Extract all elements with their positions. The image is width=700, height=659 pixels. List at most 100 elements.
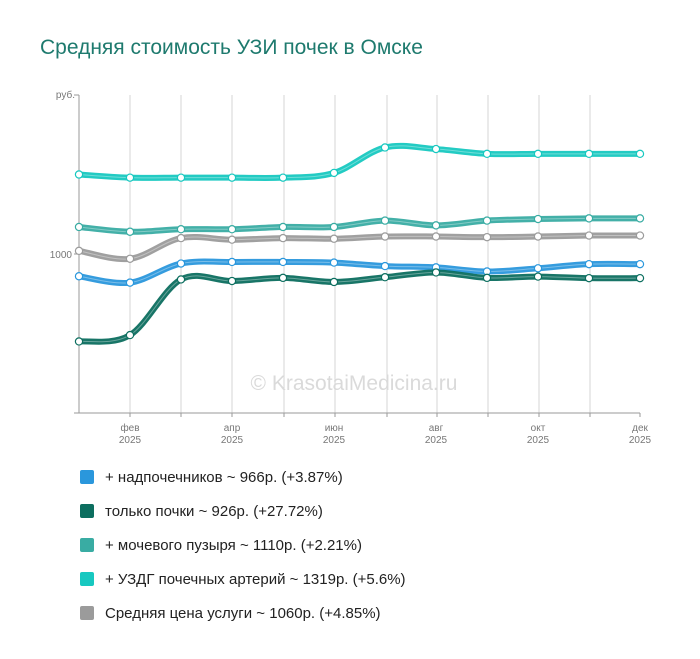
data-point: [482, 149, 492, 159]
data-point: [329, 258, 339, 267]
data-point: [74, 272, 84, 281]
data-point: [635, 231, 645, 240]
data-point: [584, 214, 594, 223]
data-point: [278, 222, 288, 232]
data-point: [431, 268, 441, 277]
data-point: [635, 273, 645, 283]
legend-label: Средняя цена услуги ~ 1060р. (+4.85%): [105, 604, 381, 622]
series-line: [76, 269, 643, 345]
data-point: [482, 232, 492, 242]
data-point: [329, 277, 339, 287]
data-point: [125, 254, 135, 263]
chart-title: Средняя стоимость УЗИ почек в Омске: [40, 36, 423, 59]
data-point: [176, 173, 186, 182]
series-line-highlight: [78, 217, 641, 233]
data-point: [533, 264, 543, 273]
x-tick-year-label: 2025: [323, 435, 346, 446]
legend-swatch: [80, 470, 94, 484]
axes: руб. 1000: [50, 89, 641, 417]
data-point: [533, 232, 543, 241]
x-tick-year-label: 2025: [527, 435, 550, 446]
watermark: © KrasotaiMedicina.ru: [251, 372, 458, 395]
data-point: [74, 222, 84, 232]
data-point: [533, 149, 543, 159]
legend-label: только почки ~ 926р. (+27.72%): [105, 502, 323, 520]
series-line: [76, 142, 643, 182]
legend-item: Средняя цена услуги ~ 1060р. (+4.85%): [80, 596, 406, 630]
series-line: [76, 258, 643, 286]
x-tick-label: авг: [429, 423, 444, 434]
x-tick-year-label: 2025: [629, 435, 652, 446]
data-point: [584, 273, 594, 283]
data-point: [329, 168, 339, 178]
data-point: [329, 222, 339, 232]
data-point: [584, 231, 594, 240]
x-tick-label: июн: [325, 423, 344, 434]
data-point: [533, 272, 543, 281]
data-point: [74, 170, 84, 179]
data-point: [482, 273, 492, 283]
series-line: [76, 232, 643, 263]
data-point: [533, 214, 543, 224]
data-point: [278, 233, 288, 243]
data-point: [176, 224, 186, 234]
series-line-highlight: [78, 145, 640, 179]
legend-item: + надпочечников ~ 966р. (+3.87%): [80, 460, 406, 494]
legend-label: + мочевого пузыря ~ 1110р. (+2.21%): [105, 536, 362, 554]
data-point: [431, 221, 441, 230]
legend-label: + УЗДГ почечных артерий ~ 1319р. (+5.6%): [105, 570, 406, 588]
data-point: [176, 233, 186, 243]
data-point: [380, 143, 390, 152]
y-axis-unit-label: руб.: [56, 89, 75, 101]
data-point: [635, 259, 645, 269]
data-point: [431, 232, 441, 241]
data-point: [125, 227, 135, 236]
x-tick-label: окт: [531, 423, 546, 434]
series-0: [74, 142, 645, 182]
data-point: [278, 173, 288, 182]
series-line-highlight: [78, 234, 641, 260]
legend-item: + УЗДГ почечных артерий ~ 1319р. (+5.6%): [80, 562, 406, 596]
data-point: [278, 273, 288, 283]
x-tick-year-label: 2025: [221, 435, 244, 446]
legend-swatch: [80, 538, 94, 552]
x-axis-labels: фев2025апр2025июн2025авг2025окт2025дек20…: [119, 422, 652, 446]
series-line-highlight: [78, 261, 641, 284]
data-point: [380, 216, 390, 225]
x-tick-label: фев: [120, 422, 139, 434]
data-point: [431, 144, 441, 154]
data-point: [635, 149, 645, 159]
y-tick-label: 1000: [50, 250, 73, 261]
legend-swatch: [80, 572, 94, 586]
data-point: [125, 278, 135, 287]
data-point: [482, 216, 492, 225]
grid: [129, 95, 591, 413]
data-point: [635, 214, 645, 223]
series-1: [74, 214, 645, 236]
data-point: [227, 173, 237, 182]
data-point: [176, 259, 186, 268]
data-point: [227, 235, 237, 244]
legend: + надпочечников ~ 966р. (+3.87%) только п…: [80, 460, 406, 630]
series-2: [74, 231, 645, 263]
data-point: [584, 259, 594, 269]
data-point: [125, 330, 135, 340]
data-point: [329, 234, 339, 243]
data-point: [176, 275, 186, 284]
series-4: [74, 268, 645, 346]
legend-swatch: [80, 504, 94, 518]
data-point: [380, 261, 390, 271]
legend-swatch: [80, 606, 94, 620]
legend-label: + надпочечников ~ 966р. (+3.87%): [105, 468, 343, 486]
x-tick-year-label: 2025: [119, 435, 142, 446]
data-point: [227, 276, 237, 286]
data-point: [74, 246, 84, 256]
x-tick-year-label: 2025: [425, 435, 448, 446]
x-tick-label: дек: [632, 423, 648, 434]
data-point: [584, 149, 594, 159]
legend-item: только почки ~ 926р. (+27.72%): [80, 494, 406, 528]
series-line: [76, 215, 643, 235]
data-point: [227, 224, 237, 234]
data-point: [227, 257, 237, 267]
